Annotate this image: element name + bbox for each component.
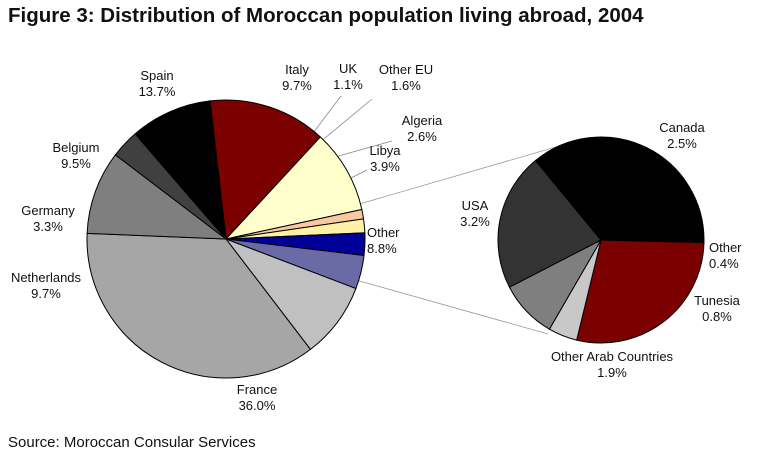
main-slice-italy <box>224 136 363 240</box>
main-slice-belgium <box>134 100 227 241</box>
main-label-value-algeria: 2.6% <box>407 129 437 144</box>
main-label-other: Other 8.8% <box>367 225 400 256</box>
main-label-value-germany: 3.3% <box>33 219 63 234</box>
main-label-name-uk: UK <box>339 61 357 76</box>
main-label-name-spain: Spain <box>140 68 173 83</box>
detail-label-usa: USA 3.2% <box>460 198 490 229</box>
main-label-name-other-eu: Other EU <box>379 62 433 77</box>
main-label-other-eu: Other EU 1.6% <box>379 62 433 93</box>
connector-line-bottom <box>355 279 549 335</box>
main-label-value-belgium: 9.5% <box>61 156 91 171</box>
main-label-value-libya: 3.9% <box>370 159 400 174</box>
detail-label-other-arab-countries: Other Arab Countries 1.9% <box>551 349 674 380</box>
main-label-value-spain: 13.7% <box>139 84 176 99</box>
main-label-name-algeria: Algeria <box>402 113 443 128</box>
main-label-name-germany: Germany <box>21 203 75 218</box>
chart-title: Figure 3: Distribution of Moroccan popul… <box>8 4 644 27</box>
leader-line-algeria <box>334 140 393 158</box>
main-slice-france <box>86 232 312 379</box>
source-note: Source: Moroccan Consular Services <box>8 434 256 451</box>
main-slice-netherlands <box>86 154 228 240</box>
detail-label-value-canada: 2.5% <box>667 136 697 151</box>
detail-label-other: Other 0.4% <box>709 240 742 271</box>
leader-line-other-eu <box>318 98 373 144</box>
main-label-italy: Italy 9.7% <box>282 62 312 93</box>
main-label-value-other: 8.8% <box>367 241 397 256</box>
main-label-name-libya: Libya <box>369 143 401 158</box>
main-label-uk: UK 1.1% <box>333 61 363 92</box>
detail-slice-usa <box>534 136 705 244</box>
detail-label-name-tunesia: Tunesia <box>694 293 741 308</box>
main-label-name-netherlands: Netherlands <box>11 270 82 285</box>
main-label-name-france: France <box>237 382 277 397</box>
detail-pie <box>497 136 705 344</box>
main-slice-spain <box>209 99 322 241</box>
main-label-value-other-eu: 1.6% <box>391 78 421 93</box>
leader-line-uk <box>309 95 342 138</box>
main-label-germany: Germany 3.3% <box>21 203 75 234</box>
detail-slice-other-arab-countries <box>497 159 602 288</box>
main-label-value-italy: 9.7% <box>282 78 312 93</box>
detail-label-value-other: 0.4% <box>709 256 739 271</box>
detail-label-value-usa: 3.2% <box>460 214 490 229</box>
main-label-france: France 36.0% <box>237 382 277 413</box>
detail-label-value-other-arab-countries: 1.9% <box>597 365 627 380</box>
main-label-value-uk: 1.1% <box>333 77 363 92</box>
connector-lines <box>309 95 581 335</box>
detail-label-value-tunesia: 0.8% <box>702 309 732 324</box>
detail-label-name-other: Other <box>709 240 742 255</box>
detail-label-canada: Canada 2.5% <box>659 120 705 151</box>
main-label-algeria: Algeria 2.6% <box>402 113 443 144</box>
main-label-value-netherlands: 9.7% <box>31 286 61 301</box>
main-label-value-france: 36.0% <box>239 398 276 413</box>
detail-label-name-usa: USA <box>462 198 489 213</box>
main-label-netherlands: Netherlands 9.7% <box>11 270 82 301</box>
main-label-spain: Spain 13.7% <box>139 68 176 99</box>
detail-label-name-canada: Canada <box>659 120 705 135</box>
main-label-libya: Libya 3.9% <box>369 143 401 174</box>
main-label-belgium: Belgium 9.5% <box>53 140 100 171</box>
detail-label-name-other-arab-countries: Other Arab Countries <box>551 349 674 364</box>
main-label-name-italy: Italy <box>285 62 309 77</box>
detail-label-tunesia: Tunesia 0.8% <box>694 293 741 324</box>
connector-line-top <box>355 139 581 206</box>
main-label-name-belgium: Belgium <box>53 140 100 155</box>
main-label-name-other: Other <box>367 225 400 240</box>
main-pie <box>86 99 366 379</box>
detail-slice-canada <box>576 239 705 344</box>
slice-labels: Spain 13.7%Italy 9.7%UK 1.1%Other EU 1.6%Alg… <box>11 61 742 413</box>
